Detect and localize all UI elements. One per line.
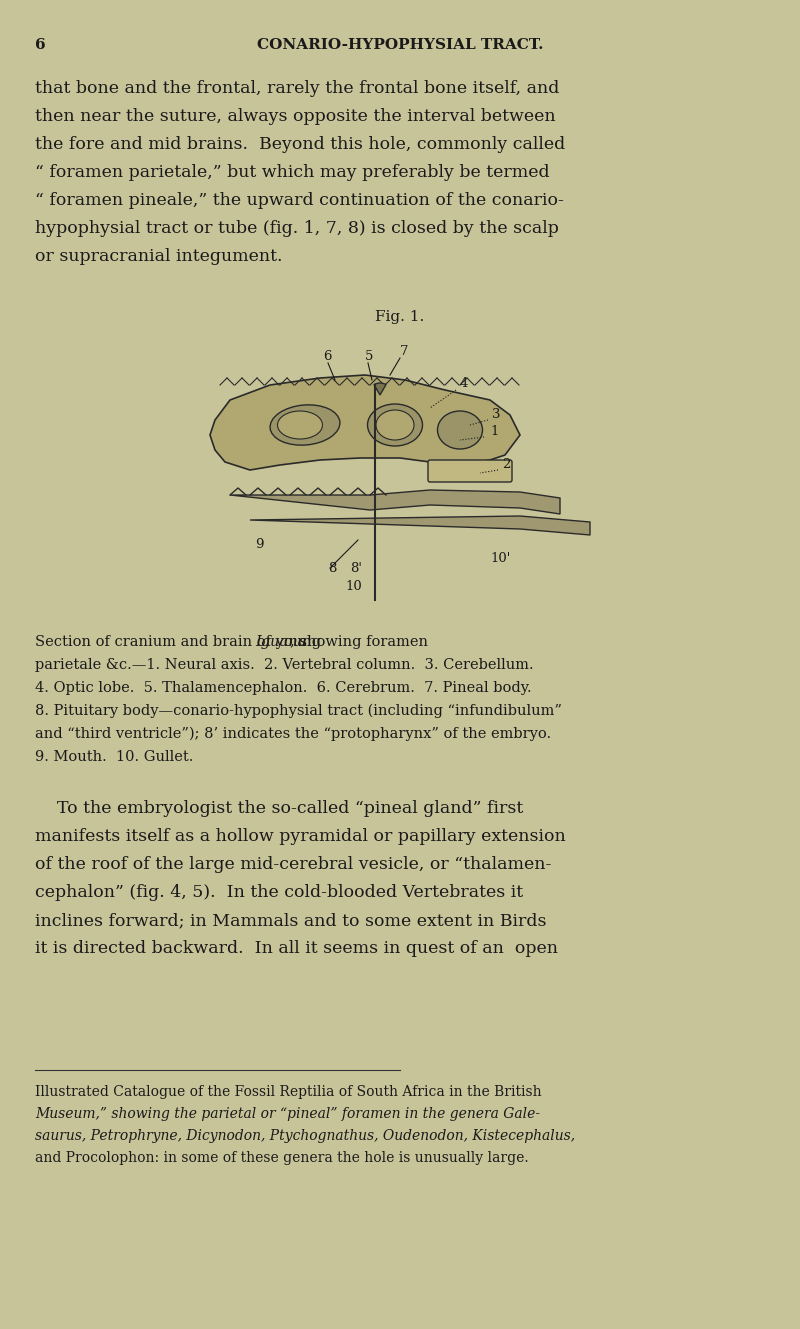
Text: 10: 10 [345,579,362,593]
Text: Section of cranium and brain of young: Section of cranium and brain of young [35,635,326,649]
Text: 8. Pituitary body—conario-hypophysial tract (including “infundibulum”: 8. Pituitary body—conario-hypophysial tr… [35,704,562,719]
Text: 6: 6 [35,39,46,52]
Text: 9: 9 [255,538,263,552]
Text: parietale &c.—1. Neural axis.  2. Vertebral column.  3. Cerebellum.: parietale &c.—1. Neural axis. 2. Vertebr… [35,658,534,672]
Text: , showing foramen: , showing foramen [290,635,428,649]
Text: Illustrated Catalogue of the Fossil Reptilia of South Africa in the British: Illustrated Catalogue of the Fossil Rept… [35,1084,542,1099]
Ellipse shape [438,411,482,449]
Text: Fig. 1.: Fig. 1. [375,310,425,324]
Text: “ foramen pineale,” the upward continuation of the conario-: “ foramen pineale,” the upward continuat… [35,191,564,209]
Text: 8': 8' [350,562,362,575]
Text: 3: 3 [492,408,501,421]
Text: then near the suture, always opposite the interval between: then near the suture, always opposite th… [35,108,556,125]
PathPatch shape [250,516,590,536]
Ellipse shape [367,404,422,447]
Text: cephalon” (fig. 4, 5).  In the cold-blooded Vertebrates it: cephalon” (fig. 4, 5). In the cold-blood… [35,884,523,901]
Wedge shape [374,383,386,395]
Text: that bone and the frontal, rarely the frontal bone itself, and: that bone and the frontal, rarely the fr… [35,80,559,97]
Text: or supracranial integument.: or supracranial integument. [35,249,282,264]
Text: the fore and mid brains.  Beyond this hole, commonly called: the fore and mid brains. Beyond this hol… [35,136,566,153]
Text: 9. Mouth.  10. Gullet.: 9. Mouth. 10. Gullet. [35,750,194,764]
Text: CONARIO-HYPOPHYSIAL TRACT.: CONARIO-HYPOPHYSIAL TRACT. [257,39,543,52]
Text: hypophysial tract or tube (fig. 1, 7, 8) is closed by the scalp: hypophysial tract or tube (fig. 1, 7, 8)… [35,221,559,237]
Ellipse shape [376,411,414,440]
Text: manifests itself as a hollow pyramidal or papillary extension: manifests itself as a hollow pyramidal o… [35,828,566,845]
Text: 4: 4 [460,377,468,389]
Text: of the roof of the large mid-cerebral vesicle, or “thalamen-: of the roof of the large mid-cerebral ve… [35,856,551,873]
Text: it is directed backward.  In all it seems in quest of an  open: it is directed backward. In all it seems… [35,940,558,957]
Text: 1: 1 [490,425,498,439]
Ellipse shape [278,411,322,439]
Text: “ foramen parietale,” but which may preferably be termed: “ foramen parietale,” but which may pref… [35,163,550,181]
Text: 4. Optic lobe.  5. Thalamencephalon.  6. Cerebrum.  7. Pineal body.: 4. Optic lobe. 5. Thalamencephalon. 6. C… [35,680,532,695]
Text: 5: 5 [365,350,374,363]
Text: 10': 10' [490,552,510,565]
PathPatch shape [210,375,520,470]
FancyBboxPatch shape [428,460,512,482]
Text: inclines forward; in Mammals and to some extent in Birds: inclines forward; in Mammals and to some… [35,912,546,929]
Text: Iguana: Iguana [255,635,306,649]
PathPatch shape [230,490,560,514]
Ellipse shape [270,405,340,445]
Text: and Procolophon: in some of these genera the hole is unusually large.: and Procolophon: in some of these genera… [35,1151,529,1166]
Text: 8: 8 [328,562,336,575]
Text: Museum,” showing the parietal or “pineal” foramen in the genera Gale-: Museum,” showing the parietal or “pineal… [35,1107,540,1120]
Text: saurus, Petrophryne, Dicynodon, Ptychognathus, Oudenodon, Kistecephalus,: saurus, Petrophryne, Dicynodon, Ptychogn… [35,1130,575,1143]
Text: To the embryologist the so-called “pineal gland” first: To the embryologist the so-called “pinea… [35,800,523,817]
Text: 6: 6 [323,350,331,363]
Text: 7: 7 [400,346,409,358]
Text: and “third ventricle”); 8’ indicates the “protopharynx” of the embryo.: and “third ventricle”); 8’ indicates the… [35,727,551,742]
Text: 2: 2 [502,459,510,470]
